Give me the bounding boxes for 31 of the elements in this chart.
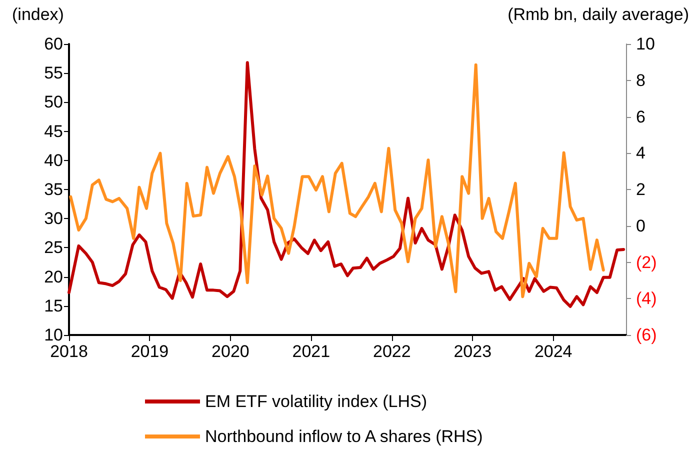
y2-tick-label: 10 bbox=[636, 34, 655, 54]
x-tick-label: 2019 bbox=[130, 342, 169, 361]
legend-label: Northbound inflow to A shares (RHS) bbox=[205, 427, 483, 446]
x-tick-label: 2020 bbox=[212, 342, 250, 361]
y-tick-label: 10 bbox=[44, 326, 63, 344]
y-tick-label: 45 bbox=[44, 122, 63, 141]
y-tick-label: 40 bbox=[44, 150, 63, 170]
x-tick-label: 2022 bbox=[372, 342, 411, 361]
x-tick-label: 2018 bbox=[50, 342, 88, 361]
legend-label: EM ETF volatility index (LHS) bbox=[205, 392, 427, 411]
y-tick-label: 15 bbox=[44, 296, 63, 316]
y2-tick-label: (6) bbox=[636, 326, 657, 344]
y2-tick-label: (4) bbox=[636, 289, 657, 308]
y-tick-label: 60 bbox=[44, 34, 63, 54]
y-tick-label: 50 bbox=[44, 92, 63, 112]
y2-tick-label: 4 bbox=[636, 144, 646, 163]
y-axis-title: (index) bbox=[12, 5, 64, 24]
x-tick-label: 2023 bbox=[454, 342, 492, 361]
y-tick-label: 55 bbox=[44, 64, 63, 83]
y-tick-label: 30 bbox=[44, 209, 63, 228]
y2-tick-label: 0 bbox=[636, 216, 646, 236]
y-tick-label: 25 bbox=[44, 238, 63, 258]
x-tick-label: 2024 bbox=[534, 342, 572, 361]
y-tick-label: 20 bbox=[44, 267, 63, 286]
y2-axis-title: (Rmb bn, daily average) bbox=[508, 5, 690, 24]
y-tick-label: 35 bbox=[44, 180, 63, 199]
x-tick-label: 2021 bbox=[292, 342, 330, 361]
y2-tick-label: 6 bbox=[636, 107, 646, 126]
y2-tick-label: (2) bbox=[636, 252, 657, 272]
y2-tick-label: 8 bbox=[636, 70, 646, 90]
y2-tick-label: 2 bbox=[636, 180, 646, 199]
